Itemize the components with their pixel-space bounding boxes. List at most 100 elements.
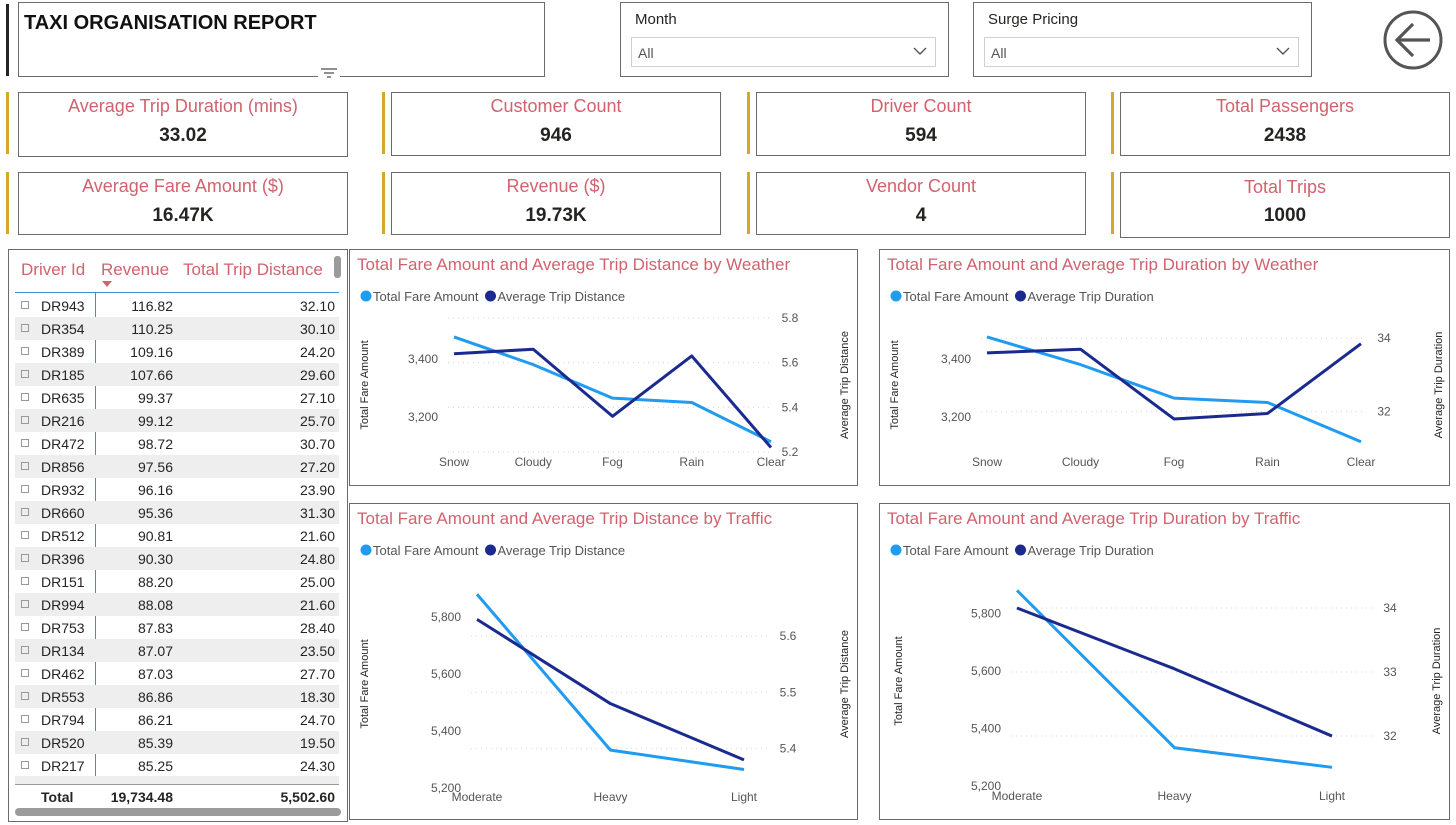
legend-entry[interactable]: Average Trip Distance (498, 543, 626, 558)
table-row[interactable]: DR472 98.72 30.70 (15, 432, 339, 455)
expand-row-icon[interactable] (21, 439, 29, 447)
expand-row-icon[interactable] (21, 600, 29, 608)
revenue-cell: 86.86 (137, 689, 173, 705)
table-row[interactable]: DR932 96.16 23.90 (15, 478, 339, 501)
table-row[interactable]: DR856 97.56 27.20 (15, 455, 339, 478)
revenue-cell: 88.08 (137, 597, 173, 613)
filter-icon[interactable] (318, 64, 340, 82)
table-row[interactable]: DR512 90.81 21.60 (15, 524, 339, 547)
expand-row-icon[interactable] (21, 301, 29, 309)
expand-row-icon[interactable] (21, 462, 29, 470)
revenue-cell: 116.82 (131, 298, 173, 314)
table-row[interactable]: DR660 95.36 31.30 (15, 501, 339, 524)
table-row[interactable]: DR217 85.25 24.30 (15, 754, 339, 777)
driver-id-cell: DR660 (41, 505, 85, 521)
expand-row-icon[interactable] (21, 669, 29, 677)
x-axis-tick: Moderate (452, 790, 503, 804)
back-arrow-icon[interactable] (1383, 10, 1443, 70)
chart-title: Total Fare Amount and Average Trip Durat… (887, 509, 1301, 528)
legend-marker (485, 290, 496, 302)
expand-row-icon[interactable] (21, 577, 29, 585)
table-row[interactable]: DR354 110.25 30.10 (15, 317, 339, 340)
y-axis-title: Total Fare Amount (359, 340, 371, 429)
table-row[interactable]: DR553 86.86 18.30 (15, 685, 339, 708)
driver-id-cell: DR553 (41, 689, 85, 705)
expand-row-icon[interactable] (21, 531, 29, 539)
kpi-label: Average Fare Amount ($) (82, 176, 284, 196)
table-row[interactable]: DR520 85.39 19.50 (15, 731, 339, 754)
revenue-cell: 85.25 (137, 758, 173, 774)
series-line-total-fare-amount[interactable] (986, 335, 1362, 444)
table-row[interactable]: DR794 86.21 24.70 (15, 708, 339, 731)
expand-row-icon[interactable] (21, 416, 29, 424)
kpi-value: 2438 (1263, 125, 1307, 146)
y-axis-title: Total Fare Amount (893, 636, 905, 725)
table-row-partial (15, 776, 339, 784)
series-line-secondary[interactable] (453, 347, 773, 449)
expand-row-icon[interactable] (21, 393, 29, 401)
y2-axis-tick: 33 (1383, 665, 1397, 679)
driver-id-cell: DR354 (41, 321, 85, 337)
expand-row-icon[interactable] (21, 646, 29, 654)
header-divider (15, 292, 339, 293)
expand-row-icon[interactable] (21, 347, 29, 355)
horizontal-scrollbar[interactable] (15, 808, 341, 816)
table-row[interactable]: DR151 88.20 25.00 (15, 570, 339, 593)
column-header-driver-id[interactable]: Driver Id (21, 260, 86, 279)
column-header-revenue[interactable]: Revenue (101, 260, 170, 279)
table-row[interactable]: DR943 116.82 32.10 (15, 294, 339, 317)
table-row[interactable]: DR635 99.37 27.10 (15, 386, 339, 409)
distance-cell: 21.60 (299, 528, 335, 544)
driver-id-cell: DR216 (41, 413, 85, 429)
table-row[interactable]: DR753 87.83 28.40 (15, 616, 339, 639)
driver-id-cell: DR396 (41, 551, 85, 567)
y2-axis-tick: 32 (1383, 729, 1397, 743)
legend-marker (890, 544, 902, 556)
series-line-total-fare-amount[interactable] (453, 335, 772, 444)
x-axis-tick: Heavy (1157, 789, 1191, 803)
y-axis-tick: 5,400 (431, 724, 461, 738)
table-row[interactable]: DR134 87.07 23.50 (15, 639, 339, 662)
kpi-value: 1000 (1263, 205, 1307, 226)
expand-row-icon[interactable] (21, 554, 29, 562)
x-axis-tick: Cloudy (515, 455, 552, 469)
expand-row-icon[interactable] (21, 485, 29, 493)
legend-entry[interactable]: Total Fare Amount (373, 543, 479, 558)
chart-fare-distance-traffic: Total Fare Amount and Average Trip Dista… (349, 503, 858, 820)
chart-fare-duration-traffic: Total Fare Amount and Average Trip Durat… (879, 503, 1450, 820)
expand-row-icon[interactable] (21, 715, 29, 723)
table-row[interactable]: DR216 99.12 25.70 (15, 409, 339, 432)
series-line-secondary[interactable] (986, 342, 1362, 421)
expand-row-icon[interactable] (21, 324, 29, 332)
kpi-label: Average Trip Duration (mins) (68, 96, 298, 116)
expand-row-icon[interactable] (21, 738, 29, 746)
table-row[interactable]: DR185 107.66 29.60 (15, 363, 339, 386)
y2-axis-tick: 5.2 (782, 445, 799, 459)
column-header-total-trip-distance[interactable]: Total Trip Distance (183, 260, 323, 279)
surge-dropdown[interactable]: All (984, 37, 1299, 67)
expand-row-icon[interactable] (21, 623, 29, 631)
expand-row-icon[interactable] (21, 692, 29, 700)
y-axis-tick: 5,200 (431, 781, 461, 795)
y-axis-tick: 3,200 (941, 410, 971, 424)
legend-entry[interactable]: Total Fare Amount (373, 289, 479, 304)
vertical-scrollbar[interactable] (334, 256, 341, 278)
expand-row-icon[interactable] (21, 370, 29, 378)
legend-entry[interactable]: Average Trip Duration (1028, 543, 1154, 558)
expand-row-icon[interactable] (21, 761, 29, 769)
series-line-secondary[interactable] (1016, 606, 1333, 738)
legend-entry[interactable]: Average Trip Duration (1028, 289, 1154, 304)
series-line-total-fare-amount[interactable] (1015, 589, 1333, 769)
table-row[interactable]: DR462 87.03 27.70 (15, 662, 339, 685)
distance-cell: 28.40 (299, 620, 335, 636)
table-row[interactable]: DR389 109.16 24.20 (15, 340, 339, 363)
month-dropdown[interactable]: All (631, 37, 936, 67)
legend-entry[interactable]: Total Fare Amount (903, 543, 1009, 558)
expand-row-icon[interactable] (21, 508, 29, 516)
table-row[interactable]: DR994 88.08 21.60 (15, 593, 339, 616)
table-row[interactable]: DR396 90.30 24.80 (15, 547, 339, 570)
legend-entry[interactable]: Total Fare Amount (903, 289, 1009, 304)
legend-entry[interactable]: Average Trip Distance (498, 289, 626, 304)
series-line-secondary[interactable] (476, 618, 745, 762)
distance-cell: 21.60 (299, 597, 335, 613)
